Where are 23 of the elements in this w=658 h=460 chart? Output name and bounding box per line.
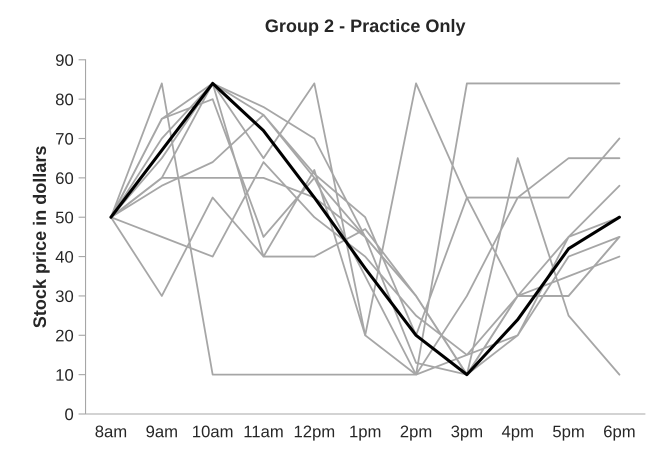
chart-title: Group 2 - Practice Only xyxy=(266,18,466,36)
x-tick-label: 3pm xyxy=(451,426,482,441)
x-tick-label: 12pm xyxy=(294,426,334,441)
y-axis-title: Stock price in dollars xyxy=(32,146,50,328)
y-tick-label: 60 xyxy=(56,172,74,184)
y-tick-label: 90 xyxy=(56,54,74,66)
y-tick-label: 80 xyxy=(56,94,74,106)
y-tick-label: 0 xyxy=(65,408,74,420)
x-tick-label: 2pm xyxy=(400,426,432,441)
y-tick-label: 20 xyxy=(56,330,74,342)
x-tick-label: 1pm xyxy=(350,426,380,441)
x-tick-label: 10am xyxy=(193,426,232,438)
x-tick-label: 4pm xyxy=(502,426,533,441)
x-tick-label: 8am xyxy=(95,426,126,438)
x-tick-label: 9am xyxy=(146,426,177,438)
x-tick-label: 6pm xyxy=(604,426,635,441)
x-tick-label: 5pm xyxy=(553,426,584,441)
y-tick-label: 70 xyxy=(56,132,74,145)
y-tick-label: 40 xyxy=(56,250,74,263)
y-tick-label: 50 xyxy=(56,212,74,224)
x-tick-label: 11am xyxy=(244,426,283,438)
y-tick-label: 10 xyxy=(56,369,74,381)
y-tick-label: 30 xyxy=(56,290,74,302)
